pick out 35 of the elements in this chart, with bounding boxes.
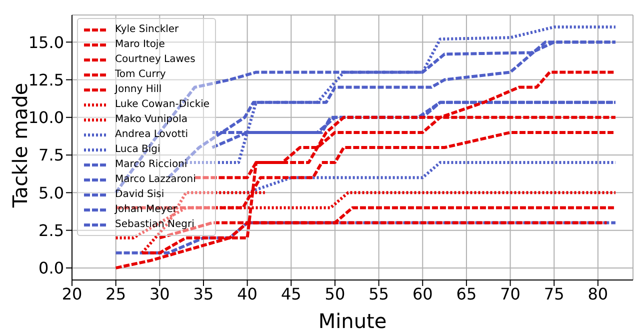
x-tick-label: 80 xyxy=(588,284,608,304)
x-tick-label: 25 xyxy=(106,284,126,304)
x-tick-label: 45 xyxy=(280,284,302,304)
legend-label: Mako Vunipola xyxy=(115,114,188,125)
x-tick-label: 35 xyxy=(193,284,214,304)
x-tick-label: 55 xyxy=(368,284,389,304)
x-tick-label: 50 xyxy=(324,284,346,304)
x-tick-label: 20 xyxy=(62,284,82,304)
y-tick-label: 5.0 xyxy=(38,183,64,202)
legend-label: Andrea Lovotti xyxy=(115,129,188,140)
y-tick-label: 7.5 xyxy=(38,146,64,165)
y-tick-label: 0.0 xyxy=(38,258,64,278)
legend-label: Sebastian Negri xyxy=(115,219,194,230)
y-tick-label: 2.5 xyxy=(38,220,64,240)
legend-label: Jonny Hill xyxy=(115,84,162,95)
legend-label: Tom Curry xyxy=(115,69,166,80)
x-tick-label: 65 xyxy=(456,284,477,304)
legend-label: Luca Bigi xyxy=(115,144,160,155)
x-axis-title: Minute xyxy=(318,309,387,333)
x-tick-label: 75 xyxy=(544,284,564,304)
legend-label: Maro Itoje xyxy=(115,39,165,50)
legend-label: Courtney Lawes xyxy=(115,54,196,65)
legend-label: Marco Riccioni xyxy=(115,159,188,170)
x-tick-label: 30 xyxy=(149,284,170,304)
legend-label: Marco Lazzaroni xyxy=(115,174,196,185)
legend-label: David Sisi xyxy=(115,189,164,200)
x-tick-label: 60 xyxy=(412,284,433,304)
y-tick-label: 12.5 xyxy=(28,70,64,90)
legend-label: Luke Cowan-Dickie xyxy=(115,99,210,110)
x-tick-label: 70 xyxy=(500,284,520,304)
legend-label: Kyle Sinckler xyxy=(115,24,179,35)
y-tick-label: 15.0 xyxy=(28,32,64,52)
y-tick-label: 10.0 xyxy=(28,108,64,128)
x-tick-label: 40 xyxy=(237,284,258,304)
legend-label: Johan Meyer xyxy=(115,204,178,215)
